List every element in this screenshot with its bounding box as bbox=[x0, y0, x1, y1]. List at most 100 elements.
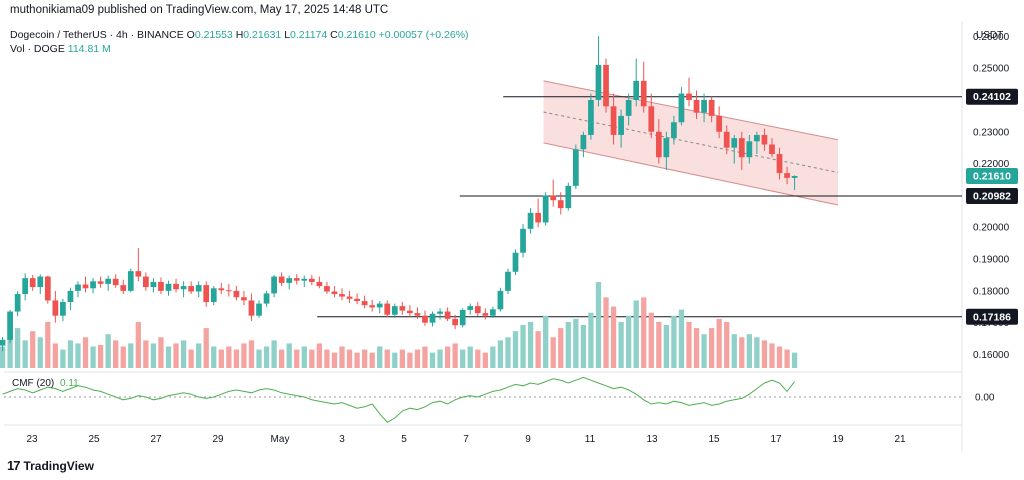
candle-body bbox=[354, 298, 360, 302]
volume-bar bbox=[339, 346, 345, 368]
volume-bar bbox=[75, 343, 81, 368]
candle-body bbox=[293, 278, 300, 281]
change-value: +0.00057 (+0.26%) bbox=[378, 29, 469, 41]
volume-bar bbox=[527, 321, 534, 368]
volume-bar bbox=[761, 340, 768, 368]
volume-bar bbox=[671, 315, 677, 368]
y-tick-label: 0.16000 bbox=[973, 350, 1010, 361]
volume-bar bbox=[150, 343, 157, 368]
candle-body bbox=[542, 195, 549, 223]
close-value: 0.21610 bbox=[337, 29, 376, 41]
volume-bar bbox=[618, 321, 624, 368]
candle-body bbox=[316, 281, 323, 287]
y-tick-label: 0.19000 bbox=[973, 255, 1010, 266]
candle-body bbox=[686, 93, 692, 100]
symbol-name: Dogecoin / TetherUS · 4h · BINANCE bbox=[10, 29, 184, 41]
volume-bar bbox=[444, 346, 451, 368]
candle-body bbox=[671, 122, 677, 139]
x-tick-label: 7 bbox=[463, 434, 469, 445]
candle-body bbox=[452, 318, 459, 326]
x-tick-label: 19 bbox=[832, 434, 844, 445]
volume-legend: Vol · DOGE 114.81 M bbox=[10, 43, 111, 55]
candle-body bbox=[67, 290, 74, 302]
candle-body bbox=[754, 134, 760, 142]
high-value: 0.21631 bbox=[243, 29, 282, 41]
candle-body bbox=[655, 131, 662, 158]
candle-body bbox=[52, 300, 59, 316]
volume-bar bbox=[392, 352, 398, 368]
candle-body bbox=[550, 195, 557, 201]
volume-bar bbox=[505, 337, 511, 368]
candle-body bbox=[278, 276, 285, 283]
candle-body bbox=[467, 306, 474, 310]
candle-body bbox=[361, 301, 368, 306]
candle-body bbox=[784, 173, 790, 178]
volume-bar bbox=[14, 328, 21, 368]
volume-bar bbox=[309, 349, 315, 368]
volume-bar bbox=[0, 346, 6, 368]
candle-body bbox=[376, 303, 383, 308]
channel-lower-line bbox=[543, 142, 839, 206]
candle-body bbox=[505, 271, 511, 291]
volume-bar bbox=[30, 331, 36, 368]
candle-body bbox=[640, 80, 647, 107]
volume-bar bbox=[369, 352, 375, 368]
candle-body bbox=[0, 339, 6, 346]
candle-body bbox=[407, 310, 413, 314]
candle-body bbox=[75, 284, 81, 291]
axis-unit-label: USDT bbox=[976, 30, 1003, 41]
x-tick-label: 29 bbox=[212, 434, 224, 445]
candle-body bbox=[369, 305, 376, 308]
candle-body bbox=[693, 99, 700, 113]
volume-bar bbox=[701, 334, 707, 368]
volume-bar bbox=[143, 340, 149, 368]
volume-bar bbox=[467, 346, 473, 368]
volume-bar bbox=[558, 328, 564, 368]
candle-body bbox=[165, 283, 172, 291]
volume-bar bbox=[173, 343, 179, 368]
volume-bar bbox=[595, 282, 602, 368]
candle-body bbox=[29, 278, 36, 288]
volume-bar bbox=[731, 334, 737, 368]
candle-body bbox=[60, 302, 66, 316]
low-label: L bbox=[284, 29, 291, 41]
volume-bar bbox=[316, 343, 323, 368]
volume-bar bbox=[497, 340, 504, 368]
x-tick-label: 25 bbox=[88, 434, 100, 445]
volume-bar bbox=[475, 349, 481, 368]
volume-bar bbox=[211, 346, 217, 368]
volume-bar bbox=[105, 334, 111, 368]
volume-bar bbox=[776, 346, 783, 368]
candle-body bbox=[97, 281, 104, 284]
volume-bar bbox=[626, 315, 632, 368]
candle-body bbox=[112, 278, 119, 286]
candle-body bbox=[120, 285, 127, 291]
volume-bar bbox=[588, 312, 594, 368]
candle-body bbox=[474, 306, 481, 314]
volume-bar bbox=[693, 328, 700, 368]
candle-body bbox=[210, 288, 217, 302]
candle-body bbox=[535, 212, 541, 223]
tradingview-logo-text: TradingView bbox=[23, 458, 94, 473]
volume-bar bbox=[188, 349, 194, 368]
volume-bar bbox=[610, 306, 617, 368]
candle-body bbox=[482, 313, 489, 316]
candle-body bbox=[603, 64, 609, 107]
candle-body bbox=[22, 278, 29, 295]
candle-body bbox=[225, 290, 232, 292]
candle-body bbox=[618, 115, 624, 135]
candle-body bbox=[761, 134, 768, 145]
volume-bar bbox=[422, 346, 428, 368]
candle-body bbox=[127, 271, 134, 291]
x-tick-label: 27 bbox=[150, 434, 162, 445]
volume-bar bbox=[678, 309, 685, 368]
volume-bar bbox=[286, 343, 292, 368]
candle-body bbox=[263, 293, 270, 304]
volume-bar bbox=[384, 349, 390, 368]
volume-bar bbox=[399, 349, 405, 368]
candle-body bbox=[90, 281, 96, 289]
volume-bar bbox=[165, 346, 172, 368]
candle-body bbox=[610, 106, 617, 135]
volume-bar bbox=[180, 340, 187, 368]
